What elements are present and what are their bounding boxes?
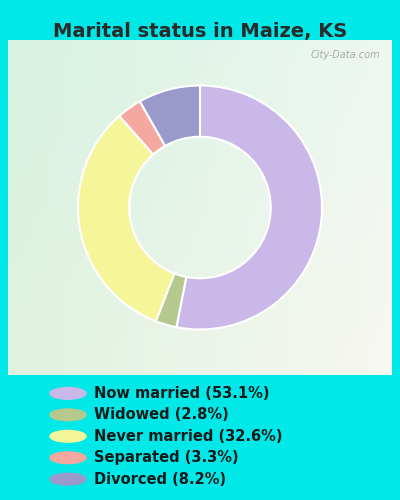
Circle shape (50, 388, 86, 399)
Wedge shape (156, 274, 186, 327)
Circle shape (50, 430, 86, 442)
Wedge shape (78, 116, 174, 321)
Circle shape (50, 409, 86, 420)
Wedge shape (176, 86, 322, 330)
Text: Widowed (2.8%): Widowed (2.8%) (94, 408, 229, 422)
Text: Never married (32.6%): Never married (32.6%) (94, 429, 282, 444)
Circle shape (50, 452, 86, 464)
Text: Now married (53.1%): Now married (53.1%) (94, 386, 270, 401)
Text: Separated (3.3%): Separated (3.3%) (94, 450, 239, 465)
Text: City-Data.com: City-Data.com (311, 50, 380, 60)
Text: Divorced (8.2%): Divorced (8.2%) (94, 472, 226, 486)
Text: Marital status in Maize, KS: Marital status in Maize, KS (53, 22, 347, 42)
Wedge shape (140, 86, 200, 146)
Wedge shape (119, 102, 165, 154)
Circle shape (50, 474, 86, 485)
